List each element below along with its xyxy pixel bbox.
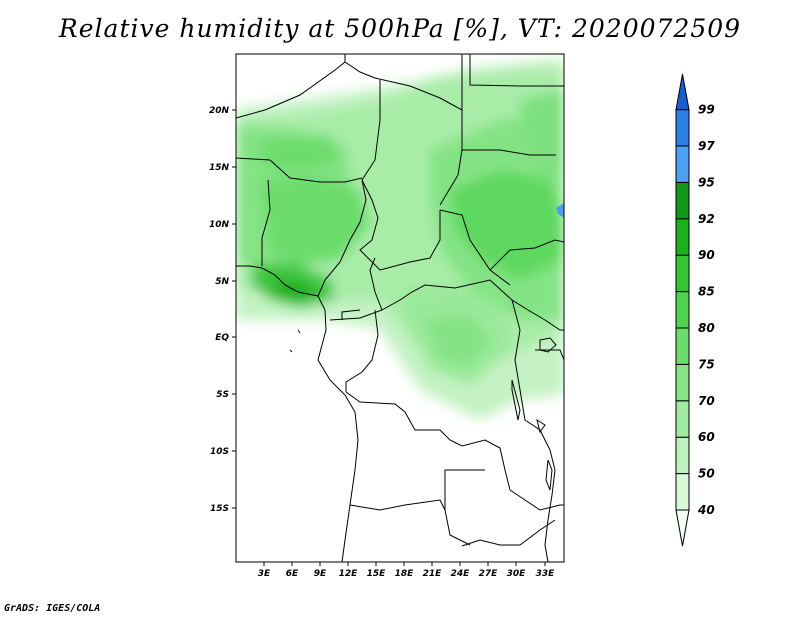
colorbar-bin bbox=[675, 363, 690, 402]
lat-label: 15N bbox=[209, 163, 230, 173]
lat-axis: 20N 15N 10N 5N EQ 5S 10S 15S bbox=[209, 106, 236, 514]
map-title: Relative humidity at 500hPa [%], VT: 202… bbox=[58, 14, 742, 43]
colorbar-label: 70 bbox=[698, 394, 715, 408]
lat-label: 20N bbox=[209, 106, 230, 116]
colorbar: 40 50 60 70 75 80 85 90 92 95 97 99 bbox=[675, 73, 715, 547]
lon-label: 15E bbox=[367, 569, 387, 579]
lon-label: 27E bbox=[479, 569, 499, 579]
colorbar-label: 80 bbox=[698, 321, 715, 335]
colorbar-bin bbox=[675, 473, 690, 511]
colorbar-bin bbox=[675, 109, 690, 147]
colorbar-bin bbox=[675, 73, 690, 111]
colorbar-bin bbox=[675, 254, 690, 293]
lon-label: 21E bbox=[423, 569, 443, 579]
lon-label: 6E bbox=[286, 569, 299, 579]
colorbar-bin bbox=[675, 291, 690, 329]
colorbar-bin bbox=[675, 327, 690, 365]
colorbar-label: 95 bbox=[698, 175, 715, 189]
lon-label: 12E bbox=[339, 569, 359, 579]
colorbar-label: 60 bbox=[698, 430, 715, 444]
colorbar-label: 92 bbox=[698, 212, 715, 226]
lat-label: 10S bbox=[210, 447, 229, 457]
lat-label: 15S bbox=[210, 504, 229, 514]
lon-label: 24E bbox=[451, 569, 471, 579]
lon-label: 30E bbox=[507, 569, 527, 579]
colorbar-label: 75 bbox=[698, 357, 715, 371]
colorbar-label: 40 bbox=[697, 503, 715, 517]
colorbar-label: 97 bbox=[698, 139, 715, 153]
colorbar-label: 99 bbox=[698, 103, 715, 117]
colorbar-label: 90 bbox=[698, 248, 715, 262]
lon-label: 9E bbox=[314, 569, 327, 579]
lon-label: 3E bbox=[258, 569, 271, 579]
colorbar-bin bbox=[675, 509, 690, 547]
colorbar-label: 50 bbox=[698, 467, 715, 481]
colorbar-bin bbox=[675, 218, 690, 256]
lon-axis: 3E 6E 9E 12E 15E 18E 21E 24E 27E 30E 33E bbox=[258, 562, 555, 579]
grads-credit: GrADS: IGES/COLA bbox=[4, 603, 101, 614]
humidity-field bbox=[236, 58, 564, 420]
lat-label: 5S bbox=[216, 390, 229, 400]
lat-label: EQ bbox=[215, 333, 229, 343]
colorbar-bin bbox=[675, 145, 690, 183]
lon-label: 33E bbox=[536, 569, 556, 579]
colorbar-bin bbox=[675, 436, 690, 475]
lon-label: 18E bbox=[395, 569, 415, 579]
lat-label: 10N bbox=[209, 220, 230, 230]
colorbar-bin bbox=[675, 181, 690, 220]
country-borders bbox=[236, 54, 564, 562]
map-frame bbox=[235, 53, 565, 563]
lat-label: 5N bbox=[215, 277, 229, 287]
colorbar-label: 85 bbox=[698, 285, 715, 299]
colorbar-bin bbox=[675, 400, 690, 438]
